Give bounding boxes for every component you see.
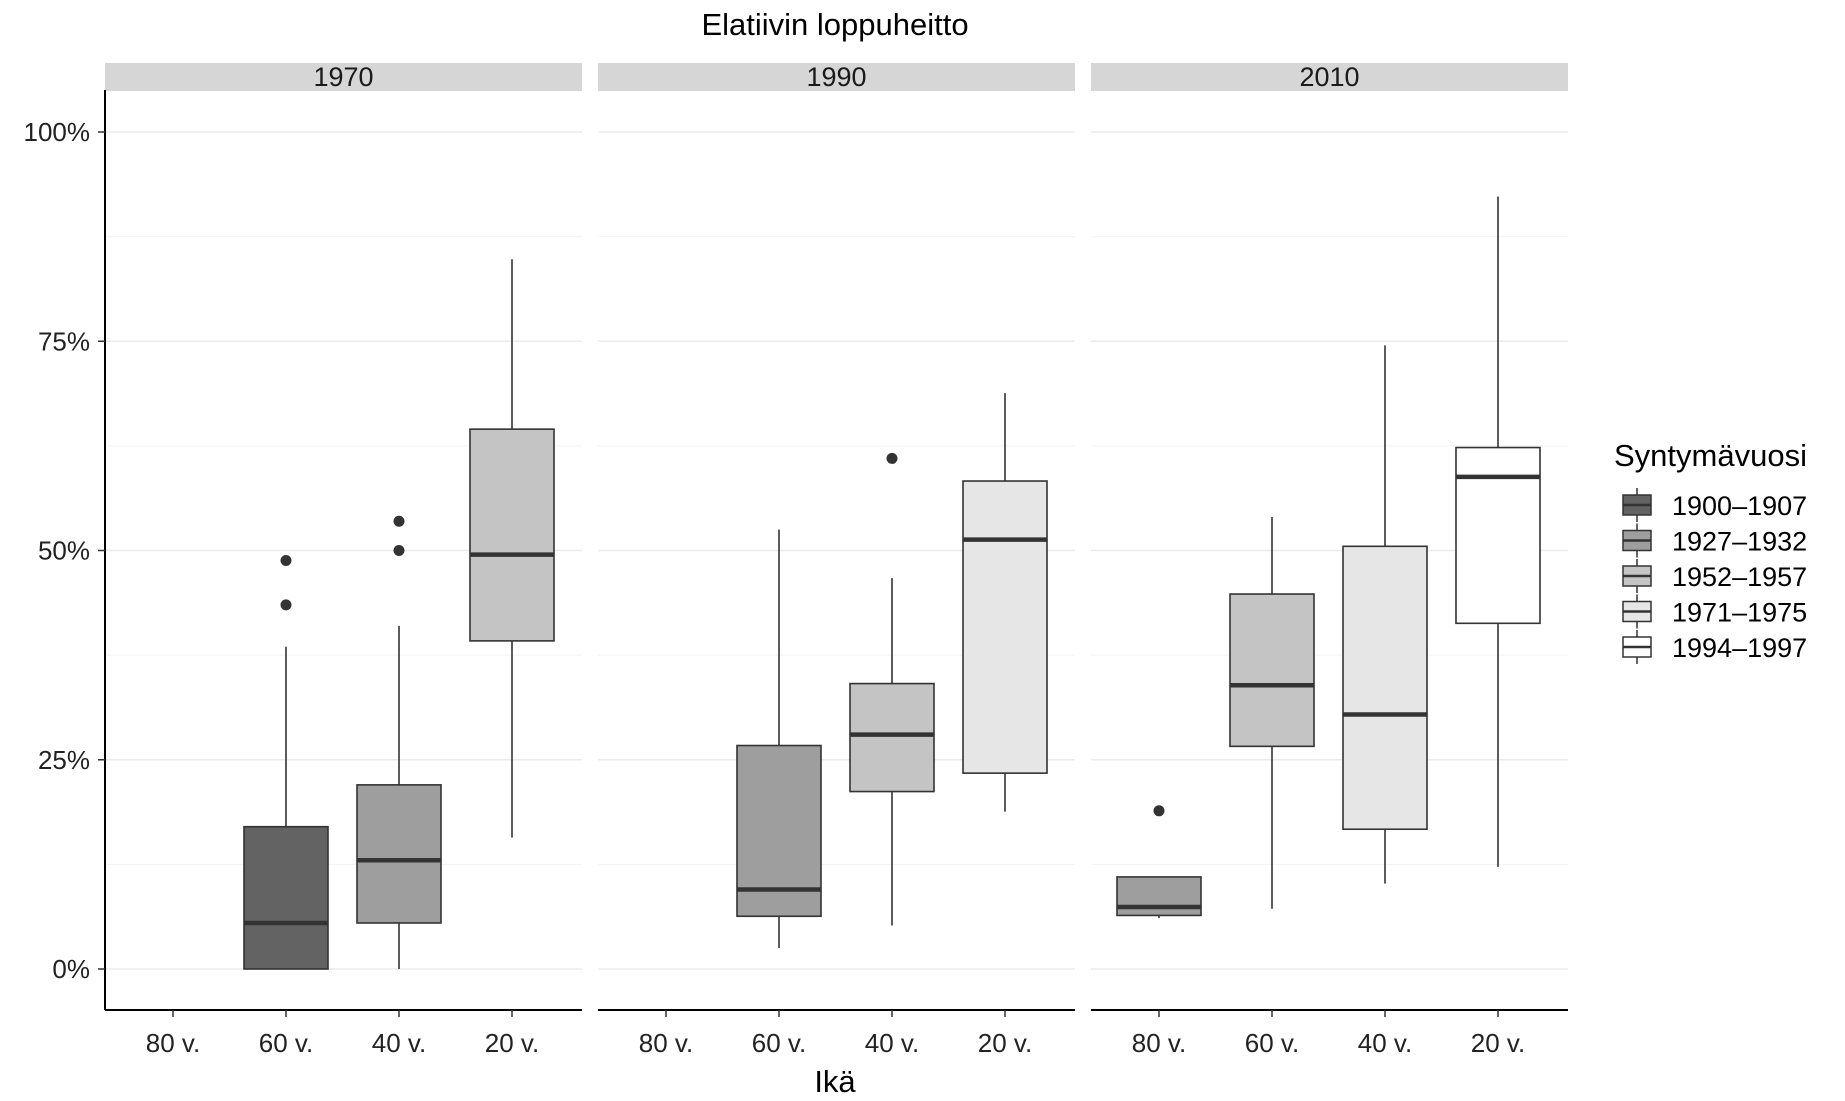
facet-panels: 1970 80 v. 60 v. 40 v. 20 v. 1990 80 v. 60 v. 40… [104,62,1568,1058]
y-tick-label: 50% [38,536,90,566]
legend-label: 1994–1997 [1672,633,1807,663]
legend-item: 1971–1975 [1622,594,1807,629]
outlier-point [393,515,405,527]
box-iqr [1229,593,1315,748]
x-tick-label: 60 v. [752,1028,806,1058]
x-tick-label: 40 v. [1358,1028,1412,1058]
outlier-point [280,555,292,567]
x-tick-label: 20 v. [1471,1028,1525,1058]
x-tick-label: 60 v. [1245,1028,1299,1058]
box-40v [849,452,935,926]
y-tick-label: 100% [24,117,91,147]
panel-2010: 2010 80 v. 60 v. 40 v. 20 v. [1091,62,1568,1058]
legend-label: 1952–1957 [1672,562,1807,592]
y-tick-label: 25% [38,745,90,775]
box-iqr [469,428,555,642]
box-iqr [849,682,935,793]
facet-strip [598,63,1075,91]
legend-items: 1900–1907 1927–1932 1952–1957 1971–1975 1994… [1622,488,1807,664]
box-40v [1342,345,1428,884]
y-tick-label: 75% [38,326,90,356]
outlier-point [393,545,405,556]
panel-1990: 1990 80 v. 60 v. 40 v. 20 v. [598,62,1075,1058]
x-tick-label: 40 v. [372,1028,426,1058]
box-iqr [356,784,442,924]
legend-item: 1952–1957 [1622,559,1807,593]
legend-item: 1927–1932 [1622,523,1807,558]
legend-label: 1900–1907 [1672,491,1807,521]
chart-title: Elatiivin loppuheitto [701,7,968,42]
box-iqr [243,825,329,970]
box-40v [356,515,442,969]
outlier-point [1153,805,1165,817]
box-iqr [1455,446,1541,625]
legend-item: 1900–1907 [1622,488,1807,522]
outlier-point [280,599,292,611]
box-60v [736,529,822,949]
facet-label: 1990 [806,62,866,92]
box-20v [962,393,1048,812]
box-60v [1229,517,1315,909]
x-tick-label: 80 v. [639,1028,693,1058]
box-iqr [962,480,1048,774]
x-axis-title: Ikä [814,1064,856,1099]
facet-label: 2010 [1299,62,1359,92]
box-80v [1116,805,1202,918]
legend-label: 1971–1975 [1672,598,1807,628]
facet-strip [105,63,582,91]
facet-strip [1091,63,1568,91]
y-tick-label: 0% [52,954,90,984]
legend-title: Syntymävuosi [1614,438,1807,473]
y-axis: 0% 25% 50% 75% 100% [24,117,105,984]
facet-label: 1970 [313,62,373,92]
legend-item: 1994–1997 [1622,630,1807,664]
x-tick-label: 60 v. [259,1028,313,1058]
box-iqr [1342,545,1428,831]
box-iqr [1116,876,1202,917]
x-tick-label: 20 v. [485,1028,539,1058]
x-tick-label: 40 v. [865,1028,919,1058]
panel-1970: 1970 80 v. 60 v. 40 v. 20 v. [104,62,582,1058]
x-tick-label: 20 v. [978,1028,1032,1058]
legend: Syntymävuosi 1900–1907 1927–1932 1952–1957… [1614,438,1807,664]
x-tick-label: 80 v. [1132,1028,1186,1058]
box-20v [469,259,555,838]
legend-label: 1927–1932 [1672,527,1807,557]
box-20v [1455,196,1541,867]
x-tick-label: 80 v. [146,1028,200,1058]
outlier-point [886,452,898,464]
box-60v [243,555,329,970]
